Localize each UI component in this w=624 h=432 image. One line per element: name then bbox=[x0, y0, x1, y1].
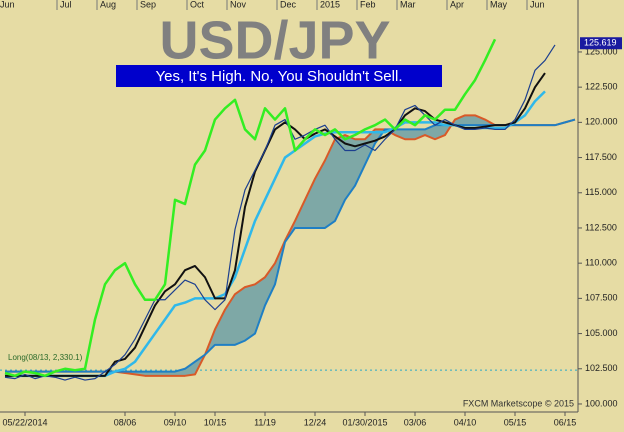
series-line bbox=[5, 118, 576, 373]
top-tick-label: Jun bbox=[530, 0, 545, 9]
x-tick-label: 05/22/2014 bbox=[2, 417, 47, 427]
top-tick-label: Oct bbox=[190, 0, 205, 9]
cloud-fill bbox=[145, 371, 155, 376]
y-tick-label: 115.000 bbox=[585, 187, 617, 197]
plot-area bbox=[0, 38, 578, 381]
cloud-fill bbox=[335, 135, 345, 221]
cloud-fill bbox=[345, 135, 355, 200]
x-tick-label: 01/30/2015 bbox=[342, 417, 387, 427]
price-marker-label: 125.619 bbox=[584, 38, 617, 48]
cloud-fill bbox=[185, 361, 195, 376]
cloud-fill bbox=[235, 287, 245, 345]
y-tick-label: 102.500 bbox=[585, 363, 618, 373]
cloud-fill bbox=[465, 115, 475, 126]
cloud-fill bbox=[255, 277, 265, 334]
series-line bbox=[4, 38, 497, 378]
top-tick-label: May bbox=[490, 0, 508, 9]
x-tick-label: 10/15 bbox=[204, 417, 227, 427]
cloud-fill bbox=[365, 129, 375, 165]
series-line bbox=[4, 44, 556, 381]
top-tick-label: Aug bbox=[100, 0, 116, 9]
cloud-fill bbox=[355, 139, 365, 186]
subtitle-box bbox=[116, 65, 442, 87]
cloud-fill bbox=[395, 129, 405, 140]
cloud-fill bbox=[305, 178, 315, 228]
y-tick-label: 125.000 bbox=[585, 46, 618, 56]
cloud-fill bbox=[245, 284, 255, 341]
chart-title: USD/JPY bbox=[159, 10, 390, 70]
top-tick-label: Jun bbox=[0, 0, 15, 9]
top-tick-label: Feb bbox=[360, 0, 376, 9]
position-label: Long(08/13, 2,330.1) bbox=[8, 353, 83, 362]
x-tick-label: 11/19 bbox=[254, 417, 276, 427]
top-tick-label: Sep bbox=[140, 0, 156, 9]
cloud-fill bbox=[165, 371, 175, 376]
y-tick-label: 120.000 bbox=[585, 117, 618, 127]
x-tick-label: 08/06 bbox=[114, 417, 137, 427]
y-tick-label: 122.500 bbox=[585, 82, 618, 92]
credit: FXCM Marketscope © 2015 bbox=[463, 398, 574, 408]
cloud-fill bbox=[315, 160, 325, 228]
x-tick-label: 09/10 bbox=[164, 417, 187, 427]
x-tick-label: 06/15 bbox=[554, 417, 577, 427]
y-tick-label: 100.000 bbox=[585, 398, 618, 408]
x-tick-label: 03/06 bbox=[404, 417, 427, 427]
price-marker-box bbox=[580, 37, 622, 50]
cloud-fill bbox=[175, 368, 185, 376]
x-tick-label: 05/15 bbox=[504, 417, 527, 427]
cloud-fill bbox=[405, 129, 415, 140]
x-tick-label: 04/10 bbox=[454, 417, 477, 427]
x-tick-label: 12/24 bbox=[304, 417, 327, 427]
cloud-fill bbox=[415, 129, 425, 140]
cloud-fill bbox=[455, 115, 465, 126]
cloud-fill bbox=[325, 139, 335, 228]
cloud-fill bbox=[265, 263, 275, 306]
y-tick-label: 110.000 bbox=[585, 258, 617, 268]
top-tick-label: Jul bbox=[60, 0, 72, 9]
y-tick-label: 105.000 bbox=[585, 328, 618, 338]
top-tick-label: Nov bbox=[230, 0, 247, 9]
top-tick-label: Apr bbox=[450, 0, 464, 9]
chart-subtitle: Yes, It's High. No, You Shouldn't Sell. bbox=[155, 68, 402, 85]
top-tick-label: Dec bbox=[280, 0, 297, 9]
y-tick-label: 117.500 bbox=[585, 152, 617, 162]
cloud-fill bbox=[215, 309, 225, 345]
cloud-fill bbox=[155, 371, 165, 376]
cloud-fill bbox=[475, 115, 485, 126]
y-tick-label: 112.500 bbox=[585, 222, 617, 232]
top-tick-label: 2015 bbox=[320, 0, 340, 9]
top-tick-label: Mar bbox=[400, 0, 416, 9]
y-tick-label: 107.500 bbox=[585, 293, 618, 303]
